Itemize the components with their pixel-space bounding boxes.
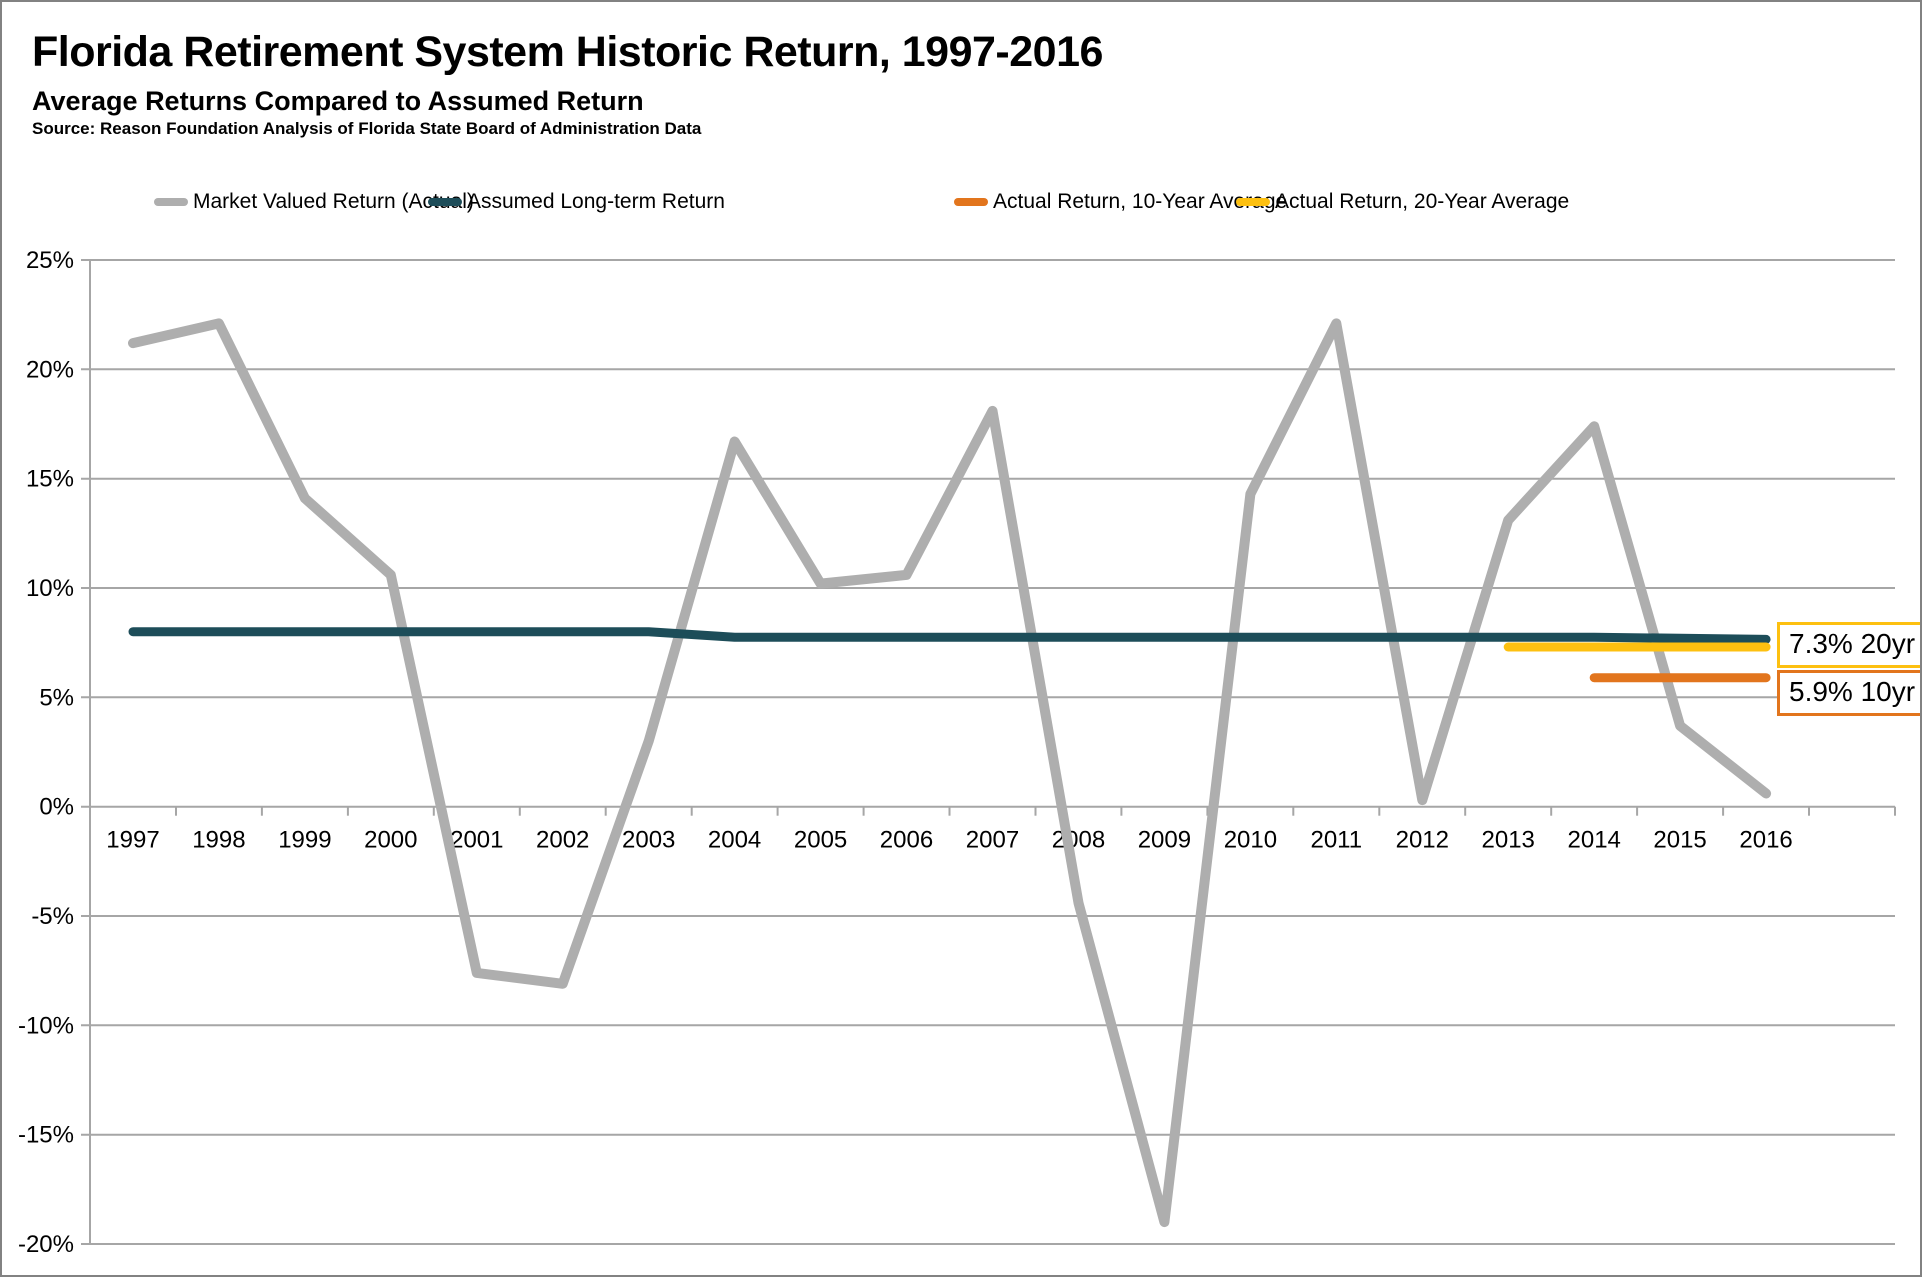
x-axis-tick-label: 2010 (1224, 827, 1277, 854)
x-axis-tick-label: 2005 (794, 827, 847, 854)
x-axis-tick-label: 2004 (708, 827, 761, 854)
y-axis-tick-label: 10% (26, 575, 74, 602)
x-axis-tick-label: 2009 (1138, 827, 1191, 854)
legend-item-10yr-average: Actual Return, 10-Year Average (954, 190, 1287, 214)
y-axis-tick-label: -10% (18, 1012, 74, 1039)
page-subtitle: Average Returns Compared to Assumed Retu… (32, 86, 644, 116)
legend-label: Market Valued Return (Actual) (193, 190, 474, 213)
y-axis-tick-label: 5% (39, 684, 74, 711)
legend-swatch-gray (154, 198, 188, 206)
y-axis-tick-label: -15% (18, 1122, 74, 1149)
y-axis-tick-label: -5% (31, 903, 74, 930)
legend-swatch-teal (428, 198, 462, 206)
x-axis-tick-label: 1999 (278, 827, 331, 854)
x-axis-tick-label: 2013 (1482, 827, 1535, 854)
y-axis-tick-label: 25% (26, 247, 74, 274)
y-axis-tick-label: 20% (26, 356, 74, 383)
y-axis-tick-label: -20% (18, 1231, 74, 1258)
x-axis-tick-label: 2012 (1396, 827, 1449, 854)
y-axis-tick-label: 0% (39, 794, 74, 821)
x-axis-tick-label: 2011 (1310, 827, 1362, 854)
legend-label: Assumed Long-term Return (467, 190, 725, 213)
legend-item-20yr-average: Actual Return, 20-Year Average (1236, 190, 1569, 214)
x-axis-tick-label: 2015 (1653, 827, 1706, 854)
x-axis-tick-label: 2003 (622, 827, 675, 854)
x-axis-tick-label: 1998 (192, 827, 245, 854)
annotation-20yr-average: 7.3% 20yr (1777, 622, 1920, 668)
legend-item-assumed-return: Assumed Long-term Return (428, 190, 725, 214)
legend-label: Actual Return, 10-Year Average (993, 190, 1288, 213)
annotation-10yr-average: 5.9% 10yr (1777, 670, 1920, 716)
x-axis-tick-label: 2006 (880, 827, 933, 854)
x-axis-tick-label: 1997 (106, 827, 159, 854)
page-title: Florida Retirement System Historic Retur… (32, 28, 1103, 76)
x-axis-tick-label: 2007 (966, 827, 1019, 854)
legend-swatch-orange (954, 198, 988, 206)
legend-item-market-return: Market Valued Return (Actual) (154, 190, 474, 214)
x-axis-tick-label: 2001 (450, 827, 503, 854)
legend-label: Actual Return, 20-Year Average (1275, 190, 1570, 213)
x-axis-tick-label: 2000 (364, 827, 417, 854)
source-note: Source: Reason Foundation Analysis of Fl… (32, 119, 702, 138)
legend-swatch-yellow (1236, 198, 1270, 206)
x-axis-tick-label: 2002 (536, 827, 589, 854)
x-axis-tick-label: 2016 (1739, 827, 1792, 854)
y-axis-tick-label: 15% (26, 466, 74, 493)
series-market-valued-return-actual- (128, 318, 1772, 1228)
x-axis-tick-label: 2014 (1568, 827, 1621, 854)
series-assumed-long-term-return (128, 627, 1771, 644)
x-axis-tick-label: 2008 (1052, 827, 1105, 854)
